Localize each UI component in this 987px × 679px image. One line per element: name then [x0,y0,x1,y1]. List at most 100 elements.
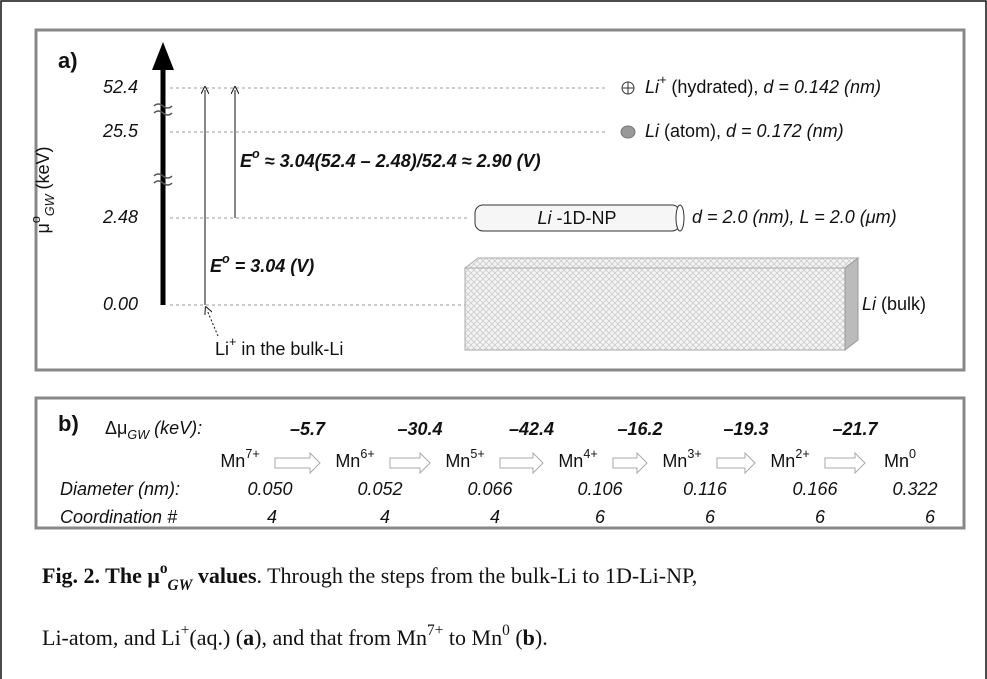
tick-label: 52.4 [103,77,138,97]
bulk-top [463,257,860,269]
equation: Eo = 3.04 (V) [210,252,314,275]
annotation: Li+ in the bulk-Li [215,335,343,358]
diameter: 0.050 [247,479,292,499]
text-segment: Li [215,339,229,359]
text-segment: = 3.04 (V) [230,256,315,276]
species-charge: 4+ [583,447,597,461]
coordination: 6 [705,507,716,527]
diameter: 0.066 [467,479,513,499]
text-segment: GW [43,193,57,216]
species-charge: 0 [909,447,916,461]
panel-b-box [34,396,966,530]
text-segment: Li [645,77,660,97]
text-segment: 7+ [427,622,443,639]
species-base: Mn [445,451,470,471]
text-segment: (keV) [33,146,53,194]
coordination: 4 [267,507,277,527]
species: Mn7+ [220,447,259,470]
text-segment: b [523,625,535,650]
species: Mn5+ [445,447,484,470]
text-segment: a [243,625,254,650]
text-segment: d = 0.172 (nm) [726,121,844,141]
step-arrow [824,451,866,475]
diameter: 0.166 [792,479,838,499]
text-segment: Li [537,208,552,228]
text-segment: (aq.) ( [189,625,243,650]
text-segment: (atom), [659,121,726,141]
axis-break [153,103,173,186]
caption-line: Fig. 2. The μoGW values. Through the ste… [42,560,697,594]
species: Mn4+ [558,447,597,470]
text-segment: ). [535,625,548,650]
step-value: –5.7 [290,419,326,439]
diameter: 0.052 [357,479,402,499]
text-segment: (hydrated), [666,77,763,97]
step-arrow [612,451,648,475]
caption-line: Li-atom, and Li+(aq.) (a), and that from… [42,622,548,650]
text-segment: Li [862,294,877,314]
pointer-arrow [207,310,219,337]
diameter: 0.322 [892,479,937,499]
row-label: Diameter (nm): [60,479,180,499]
bulk-side [844,256,859,352]
text-segment: Δμ [105,418,127,438]
step-arrow [274,451,321,475]
panel-label: a) [58,48,78,73]
cylinder-end [675,204,685,232]
ion-plus [622,82,634,94]
text-segment: E [240,151,253,171]
diameter: 0.116 [683,479,728,499]
text-segment: values [192,563,257,588]
species-base: Mn [220,451,245,471]
text-segment: ≈ 3.04(52.4 – 2.48)/52.4 ≈ 2.90 (V) [260,151,541,171]
text-segment: GW [127,428,150,442]
step-arrow [499,451,544,475]
species-base: Mn [770,451,795,471]
species-base: Mn [335,451,360,471]
text-segment: μ [33,223,53,233]
species-charge: 3+ [687,447,701,461]
text-segment: d = 0.142 (nm) [763,77,881,97]
text-segment: o [252,147,260,161]
species: Mn2+ [770,447,809,470]
text-segment: + [181,622,190,639]
step-value: –16.2 [617,419,662,439]
text-segment: ), and that from Mn [254,625,427,650]
text-segment: Fig. 2. The μ [42,563,160,588]
panel-a-box [34,28,966,372]
text-segment: (keV): [149,418,202,438]
species-charge: 5+ [470,447,484,461]
annotation: Li (bulk) [862,294,926,314]
cylinder-label: Li -1D-NP [537,208,616,228]
row-label: ΔμGW (keV): [105,418,202,443]
text-segment: + [229,335,236,349]
species-base: Mn [884,451,909,471]
row-label: Coordination # [60,507,178,527]
text-segment: o [29,216,43,223]
text-segment: E [210,256,223,276]
text-segment: + [659,73,666,87]
coordination: 6 [815,507,826,527]
text-segment: d = 2.0 (nm), L = 2.0 (μm) [692,207,897,227]
annotation: d = 2.0 (nm), L = 2.0 (μm) [692,207,897,227]
axis-arrowhead [152,42,174,70]
step-value: –21.7 [832,419,878,439]
species: Mn6+ [335,447,374,470]
step-value: –42.4 [509,419,554,439]
coordination: 4 [490,507,500,527]
species-charge: 2+ [795,447,809,461]
species-base: Mn [662,451,687,471]
bulk-front [464,267,846,351]
panel-label: b) [58,411,79,436]
text-segment: Li-atom, and Li [42,625,181,650]
diameter: 0.106 [577,479,623,499]
species-charge: 7+ [245,447,259,461]
species: Mn3+ [662,447,701,470]
text-segment: GW [168,577,194,594]
text-segment: to Mn [443,625,502,650]
dashed-levels [170,87,605,306]
atom-symbol [620,125,636,139]
